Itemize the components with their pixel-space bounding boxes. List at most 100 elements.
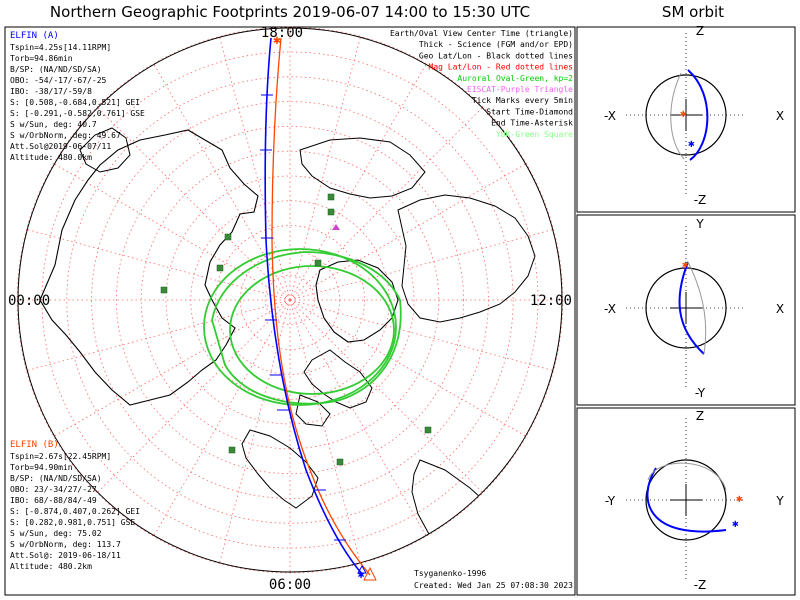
mag-lat-circle (66, 76, 514, 524)
legend-item: Earth/Oval View Center Time (triangle) (390, 29, 573, 38)
elfin-b-info: Tspin=2.67s[22.45RPM] Torb=94.90min B/SP: … (10, 452, 140, 571)
sm-orbit-panels: Z -Z -X X ✱ ✱ Y -Y -X X ✱ Z -Z -Y Y ✱ ✱ (604, 24, 784, 592)
probe-info-line: B/SP: (NA/ND/SD/SA) (10, 474, 102, 483)
mlt-label-top: 18:00 (261, 25, 303, 41)
yuk-markers (160, 193, 432, 466)
legend-item: End Time-Asterisk (491, 119, 573, 128)
mag-lon-line (27, 299, 291, 371)
elfin-a-end-asterisk: ✱ (358, 568, 365, 581)
yuk-square (216, 264, 224, 272)
sm-orbit-a (646, 467, 727, 533)
probe-info-line: OBO: -54/-17/-67/-25 (10, 76, 107, 85)
mag-lon-line (289, 163, 526, 301)
legend-item: Start Time-Diamond (486, 107, 573, 116)
mag-lon-line (289, 299, 361, 563)
coastline-siberia (299, 137, 426, 199)
elfin-a-name: ELFIN (A) (10, 31, 59, 41)
polar-map: ✱ ✱ (16, 26, 564, 581)
sm-axis-label-left: -X (604, 302, 616, 316)
elfin-a-ticks (260, 94, 346, 541)
sm-orbit-b (670, 72, 685, 160)
coastline-north-america (39, 129, 259, 406)
sm-axis-label-right: X (776, 109, 784, 123)
mag-lon-line (97, 107, 291, 301)
probe-info-line: S w/Sun, deg: 75.02 (10, 529, 102, 538)
sm-orbit-a (678, 261, 705, 355)
sm-axis-label-left: -Y (605, 494, 616, 508)
probe-info-line: Altitude: 480.0km (10, 153, 92, 162)
sm-b-asterisk: ✱ (680, 107, 687, 120)
coastline-australia-outline (79, 127, 131, 173)
legend-item: Geo Lat/Lon - Black dotted lines (419, 51, 573, 60)
sm-orbit-title: SM orbit (662, 3, 724, 21)
yuk-square (424, 426, 432, 434)
mag-lon-line (289, 229, 553, 301)
legend: Earth/Oval View Center Time (triangle) Th… (390, 29, 573, 139)
eiscat-triangle (332, 224, 340, 230)
probe-info-line: Torb=94.90min (10, 463, 73, 472)
elfin-a-view-center-triangle (357, 564, 367, 574)
probe-info-line: S w/Sun, deg: 40.7 (10, 120, 97, 129)
sm-axis-label-bottom: -Z (694, 193, 707, 207)
sm-orbit-b (687, 261, 707, 355)
sm-panel: Y -Y -X X ✱ (604, 217, 784, 400)
sm-panel-yz-frame (576, 407, 796, 596)
coastline-europe (241, 429, 319, 509)
mag-lat-circle (115, 125, 465, 475)
probe-info-line: S: [-0.291,-0.582,0.761] GSE (10, 109, 145, 118)
sm-b-asterisk: ✱ (736, 492, 743, 505)
yuk-square (336, 458, 344, 466)
mag-lon-line (289, 37, 361, 301)
mlt-label-left: 00:00 (8, 293, 50, 309)
mag-lon-line (54, 299, 291, 437)
mlt-label-bottom: 06:00 (269, 577, 311, 593)
probe-info-line: Tspin=4.25s[14.11RPM] (10, 43, 111, 52)
legend-item: Auroral Oval-Green, kp=2 (457, 74, 573, 83)
sm-panel: Z -Z -X X ✱ ✱ (604, 24, 784, 207)
mag-lon-line (289, 64, 427, 301)
probe-info-line: S w/OrbNorm, deg: 49.67 (10, 131, 121, 140)
model-credit: Tsyganenko-1996 (414, 569, 486, 578)
legend-item: Tick Marks every 5min (472, 96, 573, 105)
elfin-a-footprint (264, 37, 363, 575)
mag-lon-line (289, 299, 526, 437)
yuk-square (224, 233, 232, 241)
mag-lon-line (289, 107, 483, 301)
sm-axis-label-top: Y (695, 217, 704, 231)
elfin-b-view-center-triangle (363, 566, 377, 581)
sm-axis-label-top: Z (696, 24, 704, 38)
probe-info-line: Att.Sol@2019-06-07/11 (10, 142, 111, 151)
legend-item: Thick - Science (FGM and/or EPD) (419, 40, 573, 49)
mlt-label-right: 12:00 (530, 293, 572, 309)
sm-a-asterisk: ✱ (688, 137, 695, 150)
yuk-square (327, 208, 335, 216)
mag-lon-line (289, 299, 483, 493)
probe-info-line: Tspin=2.67s[22.45RPM] (10, 452, 111, 461)
auroral-oval-inner (229, 265, 395, 395)
auroral-oval-outer (203, 248, 397, 406)
yuk-square (314, 259, 322, 267)
sm-axis-label-left: -X (604, 109, 616, 123)
mag-lon-line (54, 163, 291, 301)
probe-info-line: IBO: -38/17/-59/8 (10, 87, 92, 96)
yuk-square (228, 446, 236, 454)
mag-lon-line (289, 299, 553, 371)
mag-lat-circle (215, 225, 365, 375)
probe-info-line: S: [0.508,-0.684,0.521] GEI (10, 98, 140, 107)
probe-info-line: S: [-0.874,0.407,0.262] GEI (10, 507, 140, 516)
probe-info-line: Torb=94.86min (10, 54, 73, 63)
mag-lat-circle (16, 26, 564, 574)
coastline-canadian-arctic (295, 349, 373, 427)
sm-orbit-b (647, 462, 727, 491)
probe-info-line: OBO: 23/-34/27/-27 (10, 485, 97, 494)
legend-item: Mag Lat/Lon - Red dotted lines (429, 63, 574, 72)
created-timestamp: Created: Wed Jan 25 07:08:30 2023 (414, 581, 573, 590)
probe-info-line: IBO: 68/-88/84/-49 (10, 496, 97, 505)
sm-b-asterisk: ✱ (682, 258, 689, 271)
sm-panel-xy-frame (576, 214, 796, 406)
mag-lon-line (27, 229, 291, 301)
mag-lon-line (153, 299, 291, 536)
legend-item: YUK-Green Square (496, 130, 573, 139)
sm-axis-label-top: Z (696, 409, 704, 423)
